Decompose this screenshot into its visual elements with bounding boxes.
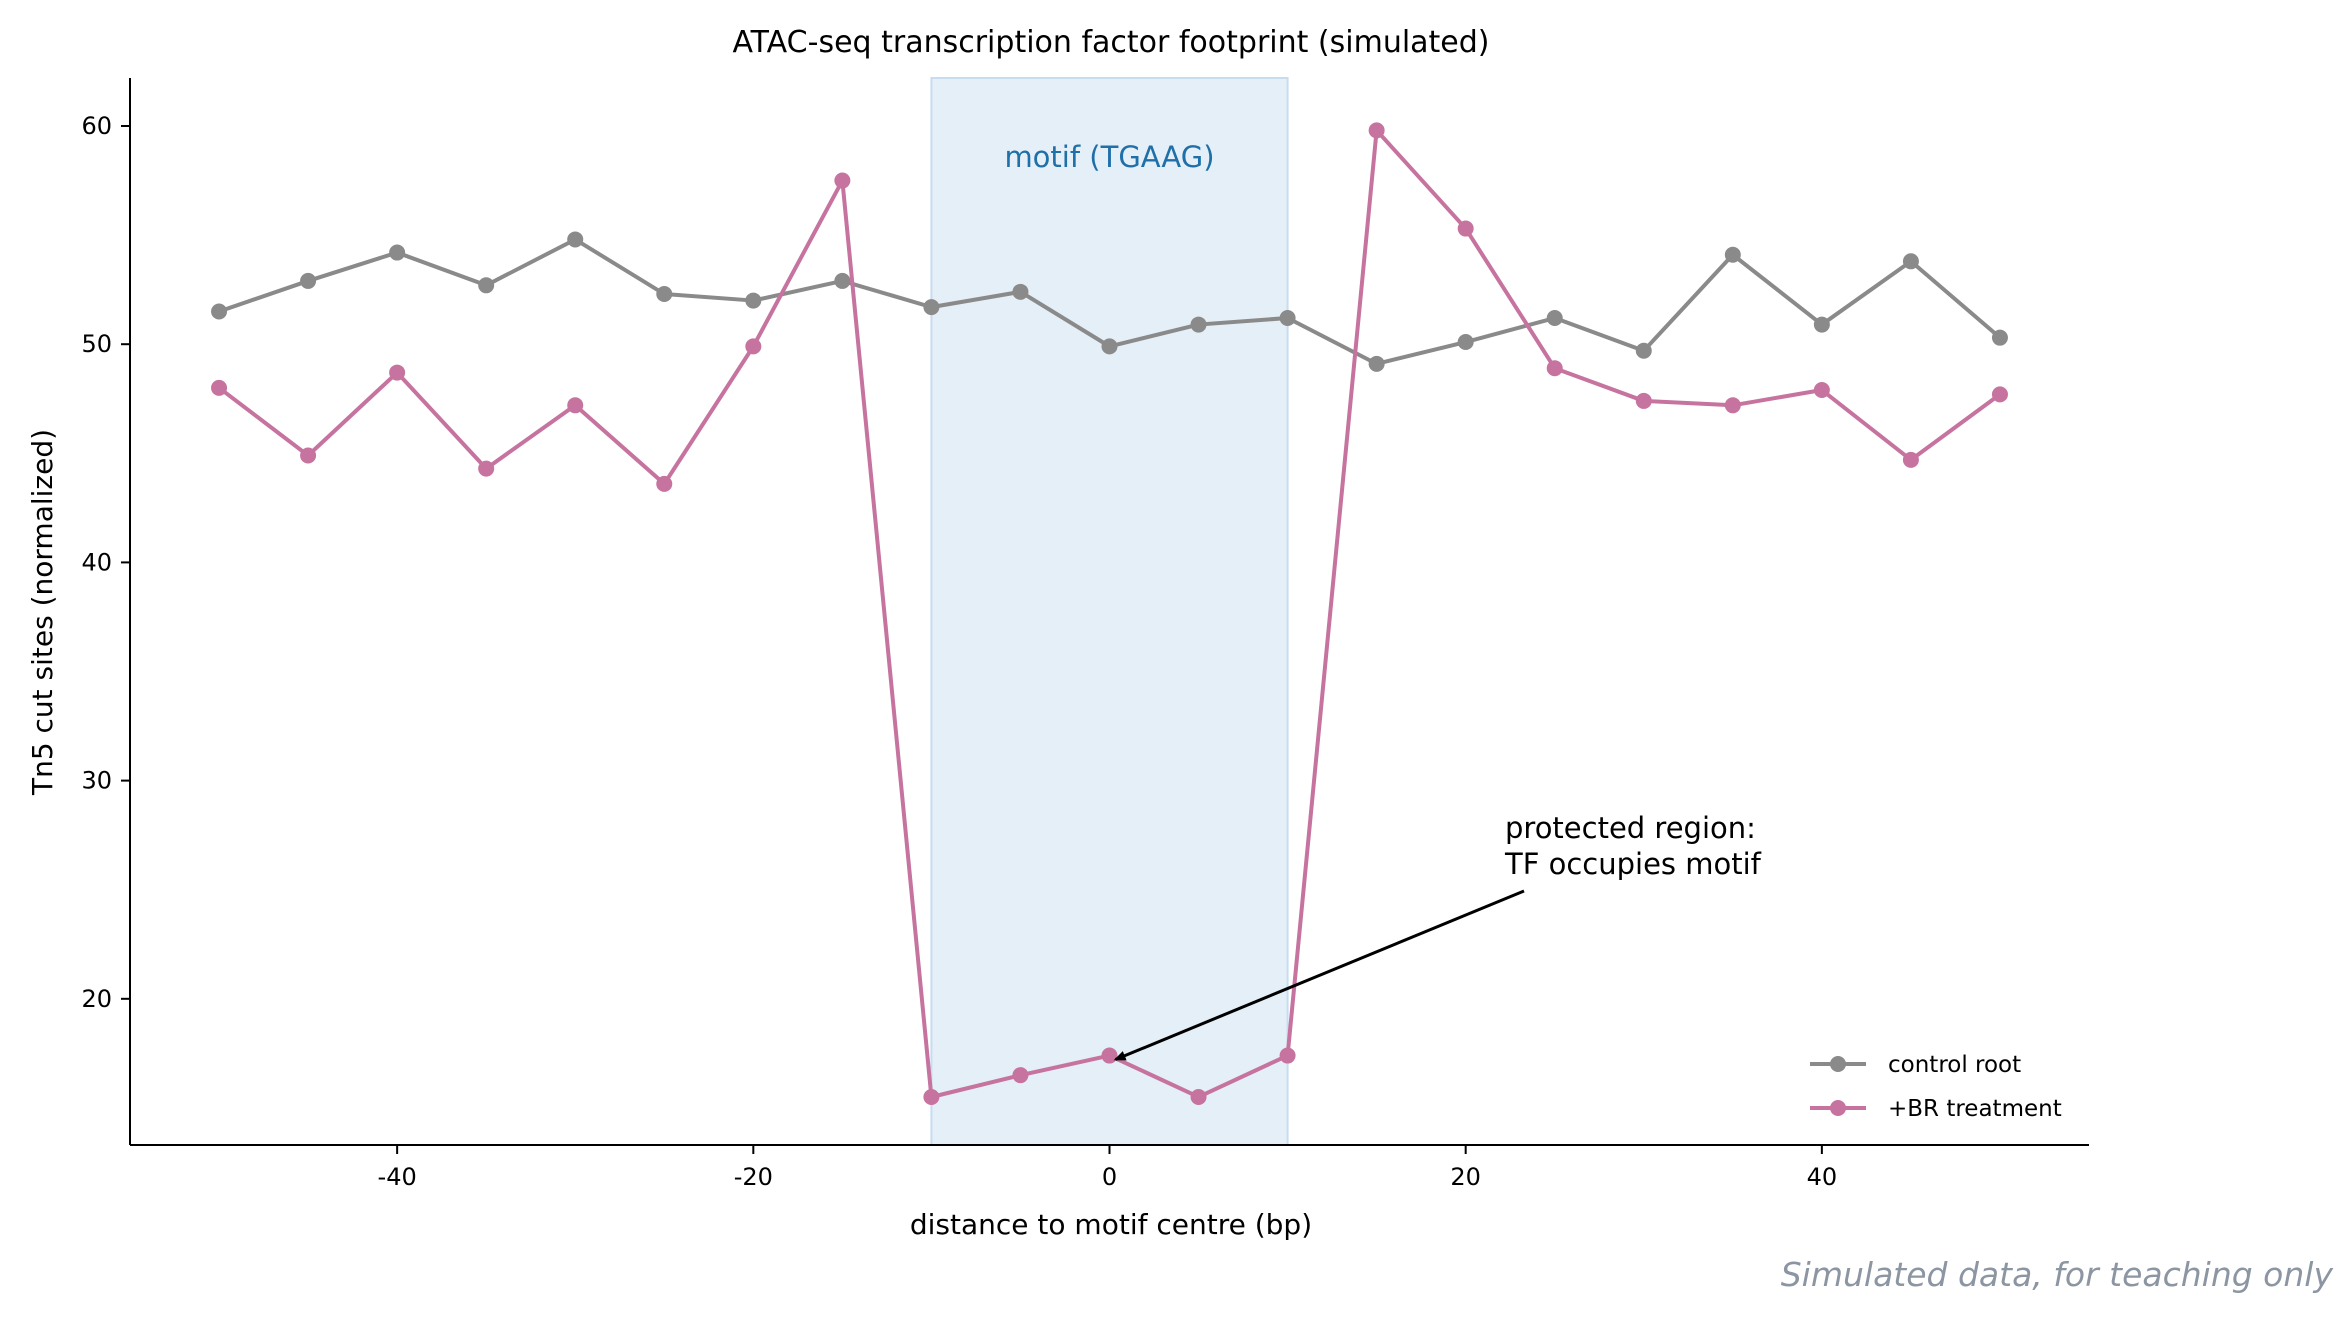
data-point-control xyxy=(745,292,762,309)
data-point-treatment xyxy=(656,475,673,492)
data-point-treatment xyxy=(567,397,584,414)
x-tick-label: 40 xyxy=(1807,1163,1838,1191)
legend-marker xyxy=(1830,1100,1846,1116)
y-tick-label: 30 xyxy=(81,767,112,795)
data-point-control xyxy=(1368,355,1385,372)
x-tick-label: 0 xyxy=(1102,1163,1117,1191)
data-point-treatment xyxy=(1991,386,2008,403)
data-point-treatment xyxy=(1101,1047,1118,1064)
annotation-text-line: TF occupies motif xyxy=(1504,847,1762,881)
y-tick-label: 60 xyxy=(81,112,112,140)
data-point-control xyxy=(923,299,940,316)
watermark-text: Simulated data, for teaching only xyxy=(1781,1255,2334,1294)
legend-label: control root xyxy=(1888,1052,2021,1078)
x-tick-label: -20 xyxy=(734,1163,773,1191)
data-point-treatment xyxy=(1813,382,1830,399)
data-point-treatment xyxy=(1902,451,1919,468)
data-point-control xyxy=(1813,316,1830,333)
data-point-control xyxy=(834,272,851,289)
chart-title: ATAC-seq transcription factor footprint … xyxy=(732,25,1489,60)
data-point-treatment xyxy=(1546,360,1563,377)
data-point-treatment xyxy=(923,1088,940,1105)
y-tick-label: 50 xyxy=(81,330,112,358)
motif-shaded-region xyxy=(930,77,1289,1146)
y-tick-label: 20 xyxy=(81,985,112,1013)
data-point-control xyxy=(211,303,228,320)
data-point-control xyxy=(1546,310,1563,327)
data-point-treatment xyxy=(1190,1088,1207,1105)
data-point-treatment xyxy=(211,379,228,396)
legend-marker xyxy=(1830,1056,1846,1072)
data-point-treatment xyxy=(1368,122,1385,139)
data-point-control xyxy=(478,277,495,294)
data-point-treatment xyxy=(745,338,762,355)
data-point-control xyxy=(300,272,317,289)
data-point-control xyxy=(1457,334,1474,351)
data-point-control xyxy=(1190,316,1207,333)
x-axis-label: distance to motif centre (bp) xyxy=(910,1208,1312,1241)
data-point-control xyxy=(567,231,584,248)
data-point-control xyxy=(389,244,406,261)
x-tick-label: 20 xyxy=(1450,1163,1481,1191)
data-point-treatment xyxy=(1635,392,1652,409)
data-point-control xyxy=(1012,283,1029,300)
data-point-treatment xyxy=(1724,397,1741,414)
motif-label: motif (TGAAG) xyxy=(1004,140,1214,174)
data-point-treatment xyxy=(1012,1067,1029,1084)
data-point-treatment xyxy=(1279,1047,1296,1064)
x-tick-label: -40 xyxy=(378,1163,417,1191)
data-point-control xyxy=(656,286,673,303)
legend-label: +BR treatment xyxy=(1888,1096,2062,1122)
data-point-control xyxy=(1902,253,1919,270)
data-point-treatment xyxy=(389,364,406,381)
data-point-control xyxy=(1724,246,1741,263)
annotation-arrow xyxy=(1113,889,1525,1061)
data-point-control xyxy=(1279,310,1296,327)
data-point-control xyxy=(1101,338,1118,355)
data-point-control xyxy=(1991,329,2008,346)
annotation-text-line: protected region: xyxy=(1505,811,1756,845)
y-tick-label: 40 xyxy=(81,548,112,576)
data-point-treatment xyxy=(300,447,317,464)
data-point-control xyxy=(1635,342,1652,359)
data-point-treatment xyxy=(1457,220,1474,237)
y-axis-label: Tn5 cut sites (normalized) xyxy=(26,429,59,796)
data-point-treatment xyxy=(834,172,851,189)
data-point-treatment xyxy=(478,460,495,477)
